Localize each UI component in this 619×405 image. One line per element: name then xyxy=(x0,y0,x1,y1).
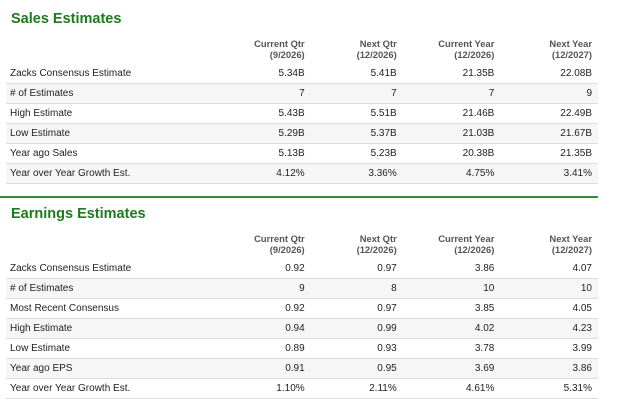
sales-header-row: Current Qtr (9/2026) Next Qtr (12/2026) Cu… xyxy=(6,38,598,64)
cell-value: 5.43B xyxy=(218,103,311,124)
cell-value: 0.91 xyxy=(218,358,311,379)
cell-value: 3.99 xyxy=(500,338,598,359)
earnings-header-next-year: Next Year (12/2027) xyxy=(549,233,592,255)
cell-value: 4.07 xyxy=(500,259,598,279)
table-row: Zacks Consensus Estimate 5.34B 5.41B 21.… xyxy=(6,64,598,84)
cell-value: 9 xyxy=(218,278,311,299)
cell-value: 7 xyxy=(402,83,501,104)
cell-value: 5.29B xyxy=(218,123,311,144)
cell-value: 3.86 xyxy=(402,259,501,279)
sales-header-next-qtr: Next Qtr (12/2026) xyxy=(356,38,397,60)
table-row: Year over Year Growth Est. 4.12% 3.36% 4… xyxy=(6,163,598,184)
sales-header-blank xyxy=(6,38,219,64)
table-row: Year ago EPS 0.91 0.95 3.69 3.86 xyxy=(6,358,598,379)
cell-value: 4.75% xyxy=(402,163,501,184)
sales-header-next-year: Next Year (12/2027) xyxy=(549,38,592,60)
cell-value: 0.99 xyxy=(310,318,403,339)
cell-value: 21.35B xyxy=(402,64,501,84)
row-label: High Estimate xyxy=(6,103,219,124)
cell-value: 5.23B xyxy=(310,143,403,164)
cell-value: 5.37B xyxy=(310,123,403,144)
cell-value: 4.05 xyxy=(500,298,598,319)
earnings-table: Current Qtr (9/2026) Next Qtr (12/2026) Cu… xyxy=(6,233,598,399)
earnings-header-current-qtr: Current Qtr (9/2026) xyxy=(254,233,305,255)
row-label: # of Estimates xyxy=(6,278,219,299)
cell-value: 2.11% xyxy=(310,378,403,399)
table-row: High Estimate 5.43B 5.51B 21.46B 22.49B xyxy=(6,103,598,124)
sales-header-current-year: Current Year (12/2026) xyxy=(438,38,495,60)
row-label: Zacks Consensus Estimate xyxy=(6,259,219,279)
earnings-title: Earnings Estimates xyxy=(11,206,146,222)
row-label: Zacks Consensus Estimate xyxy=(6,64,219,84)
cell-value: 21.46B xyxy=(402,103,501,124)
earnings-header-current-year: Current Year (12/2026) xyxy=(438,233,495,255)
cell-value: 3.85 xyxy=(402,298,501,319)
cell-value: 20.38B xyxy=(402,143,501,164)
cell-value: 0.92 xyxy=(218,259,311,279)
cell-value: 4.12% xyxy=(218,163,311,184)
cell-value: 1.10% xyxy=(218,378,311,399)
cell-value: 3.36% xyxy=(310,163,403,184)
cell-value: 3.41% xyxy=(500,163,598,184)
cell-value: 5.41B xyxy=(310,64,403,84)
cell-value: 0.97 xyxy=(310,298,403,319)
section-divider xyxy=(0,196,598,198)
cell-value: 7 xyxy=(218,83,311,104)
cell-value: 3.86 xyxy=(500,358,598,379)
cell-value: 7 xyxy=(310,83,403,104)
table-row: Year ago Sales 5.13B 5.23B 20.38B 21.35B xyxy=(6,143,598,164)
row-label: Low Estimate xyxy=(6,123,219,144)
table-row: # of Estimates 7 7 7 9 xyxy=(6,83,598,104)
cell-value: 0.97 xyxy=(310,259,403,279)
row-label: Year ago EPS xyxy=(6,358,219,379)
cell-value: 22.49B xyxy=(500,103,598,124)
cell-value: 4.02 xyxy=(402,318,501,339)
row-label: Year over Year Growth Est. xyxy=(6,378,219,399)
row-label: High Estimate xyxy=(6,318,219,339)
cell-value: 5.31% xyxy=(500,378,598,399)
cell-value: 22.08B xyxy=(500,64,598,84)
table-row: Most Recent Consensus 0.92 0.97 3.85 4.0… xyxy=(6,298,598,319)
row-label: Most Recent Consensus xyxy=(6,298,219,319)
cell-value: 10 xyxy=(500,278,598,299)
cell-value: 5.34B xyxy=(218,64,311,84)
row-label: # of Estimates xyxy=(6,83,219,104)
table-row: Year over Year Growth Est. 1.10% 2.11% 4… xyxy=(6,378,598,399)
cell-value: 0.93 xyxy=(310,338,403,359)
cell-value: 0.92 xyxy=(218,298,311,319)
cell-value: 8 xyxy=(310,278,403,299)
cell-value: 0.94 xyxy=(218,318,311,339)
earnings-header-blank xyxy=(6,233,219,259)
row-label: Low Estimate xyxy=(6,338,219,359)
table-row: # of Estimates 9 8 10 10 xyxy=(6,278,598,299)
cell-value: 21.35B xyxy=(500,143,598,164)
sales-table: Current Qtr (9/2026) Next Qtr (12/2026) Cu… xyxy=(6,38,598,184)
table-row: Zacks Consensus Estimate 0.92 0.97 3.86 … xyxy=(6,259,598,279)
cell-value: 10 xyxy=(402,278,501,299)
earnings-header-row: Current Qtr (9/2026) Next Qtr (12/2026) Cu… xyxy=(6,233,598,259)
cell-value: 21.03B xyxy=(402,123,501,144)
cell-value: 5.51B xyxy=(310,103,403,124)
table-row: High Estimate 0.94 0.99 4.02 4.23 xyxy=(6,318,598,339)
cell-value: 0.89 xyxy=(218,338,311,359)
sales-header-current-qtr: Current Qtr (9/2026) xyxy=(254,38,305,60)
cell-value: 0.95 xyxy=(310,358,403,379)
row-label: Year over Year Growth Est. xyxy=(6,163,219,184)
row-label: Year ago Sales xyxy=(6,143,219,164)
sales-title: Sales Estimates xyxy=(11,11,122,27)
cell-value: 5.13B xyxy=(218,143,311,164)
cell-value: 9 xyxy=(500,83,598,104)
cell-value: 4.23 xyxy=(500,318,598,339)
earnings-header-next-qtr: Next Qtr (12/2026) xyxy=(356,233,397,255)
cell-value: 3.78 xyxy=(402,338,501,359)
table-row: Low Estimate 5.29B 5.37B 21.03B 21.67B xyxy=(6,123,598,144)
cell-value: 21.67B xyxy=(500,123,598,144)
table-row: Low Estimate 0.89 0.93 3.78 3.99 xyxy=(6,338,598,359)
cell-value: 4.61% xyxy=(402,378,501,399)
cell-value: 3.69 xyxy=(402,358,501,379)
